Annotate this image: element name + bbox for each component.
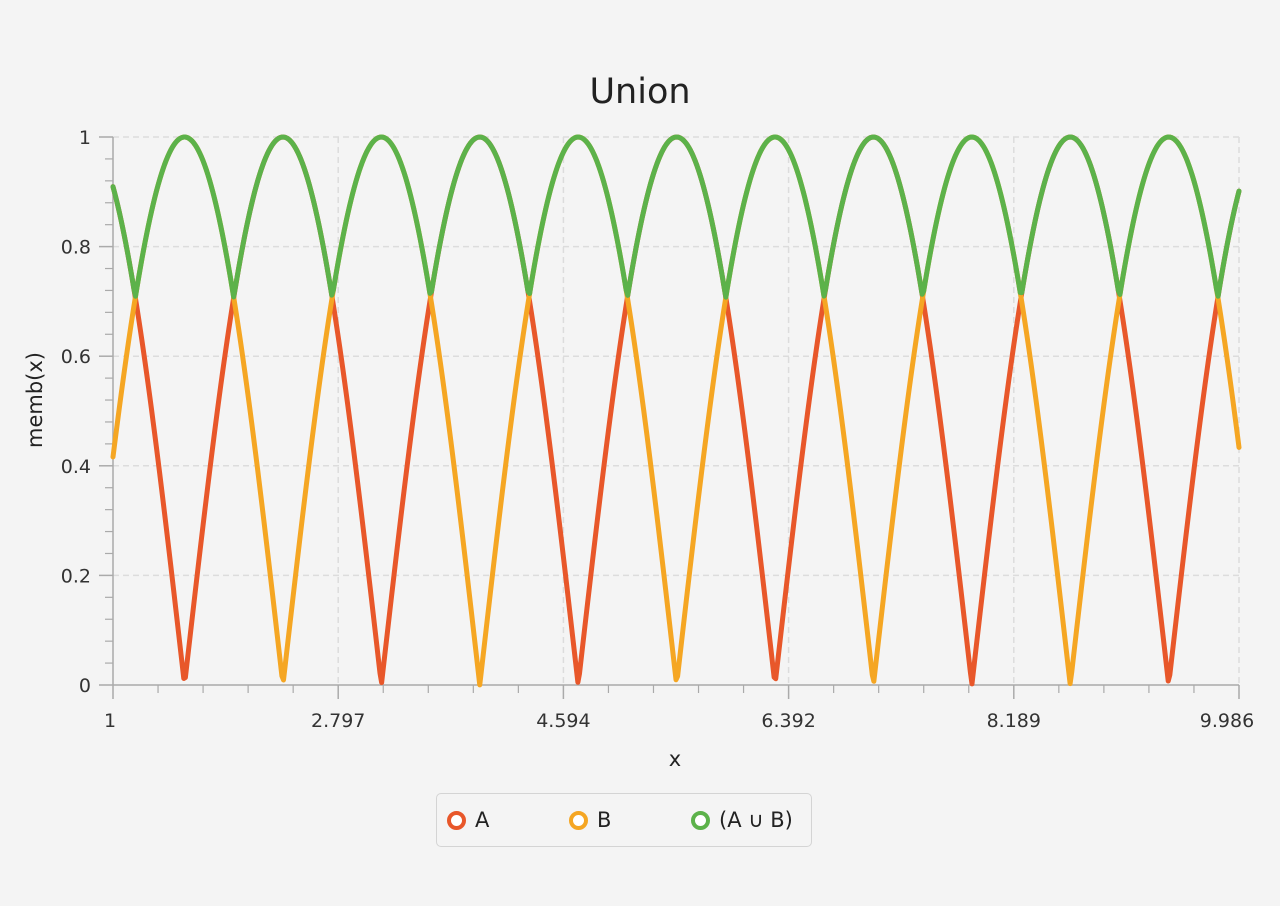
y-tick-label: 0.4 <box>61 456 91 478</box>
series-line-a <box>110 134 1242 687</box>
legend-swatch-union <box>691 810 710 830</box>
chart-title: Union <box>589 72 691 112</box>
y-axis-label: memb(x) <box>23 352 47 448</box>
series-line-b <box>110 134 1242 688</box>
y-tick-label: 0 <box>79 675 91 697</box>
legend-item-a: A <box>447 808 489 832</box>
legend-label-a: A <box>475 808 490 832</box>
x-tick-label: 1 <box>104 710 116 732</box>
x-tick-label: 8.189 <box>987 710 1041 732</box>
legend-item-union: (A ∪ B) <box>691 808 793 832</box>
x-tick-label: 6.392 <box>761 710 815 732</box>
x-tick-label: 4.594 <box>536 710 590 732</box>
y-tick-label: 0.8 <box>61 237 91 259</box>
legend-label-union: (A ∪ B) <box>719 808 793 832</box>
chart-legend: A B (A ∪ B) <box>436 793 812 847</box>
y-tick-label: 0.2 <box>61 565 91 587</box>
x-tick-label: 9.986 <box>1200 710 1254 732</box>
x-tick-label: 2.797 <box>311 710 365 732</box>
y-tick-label: 1 <box>79 127 91 149</box>
legend-item-b: B <box>569 808 611 832</box>
x-axis-label: x <box>669 747 681 771</box>
legend-label-b: B <box>597 808 612 832</box>
legend-swatch-b <box>569 810 588 830</box>
y-tick-label: 0.6 <box>61 346 91 368</box>
legend-swatch-a <box>447 810 466 830</box>
series-line-union <box>110 134 1242 300</box>
